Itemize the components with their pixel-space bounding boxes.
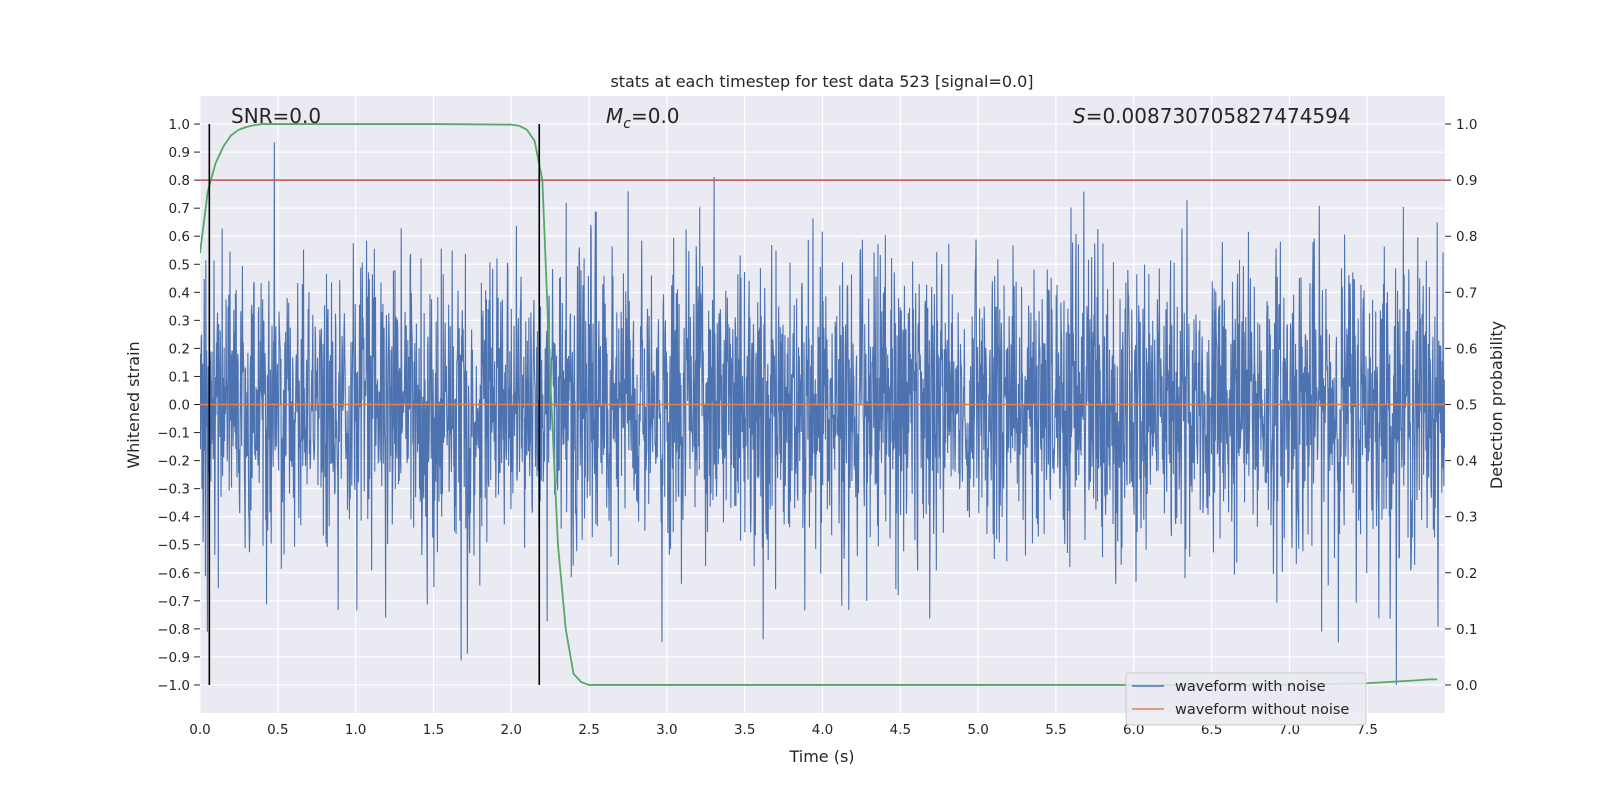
x-tick-label: 6.0	[1123, 722, 1144, 738]
y-tick-label: 0.2	[169, 341, 190, 357]
x-tick-label: 1.0	[345, 722, 366, 738]
y2-tick-label: 1.0	[1456, 117, 1477, 133]
y-tick-label: 1.0	[169, 117, 190, 133]
y-tick-label: −0.4	[157, 510, 190, 526]
x-axis-ticks: 0.0 0.5 1.0 1.5 2.0 2.5 3.0 3.5 4.0 4.5 5.0 5.5 6.0 6…	[189, 722, 1378, 738]
y-tick-label: 0.4	[169, 285, 190, 301]
chirp-mass-value: =0.0	[631, 104, 680, 128]
y2-tick-label: 0.5	[1456, 398, 1477, 414]
y2-tick-label: 0.9	[1456, 173, 1477, 189]
x-tick-label: 3.0	[656, 722, 677, 738]
chirp-mass-symbol: M	[606, 104, 623, 128]
y2-axis-label: Detection probability	[1487, 321, 1506, 489]
y-tick-label: −0.1	[157, 426, 190, 442]
x-tick-label: 0.5	[267, 722, 288, 738]
y2-tick-label: 0.8	[1456, 229, 1477, 245]
y-tick-label: −0.3	[157, 482, 190, 498]
s-annotation: S=0.008730705827474594	[1073, 104, 1351, 128]
y-tick-label: −0.2	[157, 454, 190, 470]
y-tick-label: 0.3	[169, 313, 190, 329]
x-tick-label: 7.5	[1356, 722, 1377, 738]
chirp-mass-subscript: c	[623, 116, 631, 132]
legend-box	[1125, 672, 1367, 726]
x-tick-label: 2.0	[501, 722, 522, 738]
series-waveform-with-noise	[200, 142, 1445, 685]
x-tick-label: 3.5	[734, 722, 755, 738]
y-tick-label: 0.9	[169, 145, 190, 161]
y-axis-ticks: 1.0 0.9 0.8 0.7 0.6 0.5 0.4 0.3 0.2 0.1 0.0 −0.1 −0.…	[157, 117, 200, 694]
x-tick-label: 7.0	[1279, 722, 1300, 738]
y2-tick-label: 0.2	[1456, 566, 1477, 582]
legend: waveform with noise waveform without noi…	[1125, 672, 1367, 726]
s-value: =0.008730705827474594	[1086, 104, 1351, 128]
y-tick-label: 0.8	[169, 173, 190, 189]
x-tick-label: 4.5	[890, 722, 911, 738]
y2-tick-label: 0.3	[1456, 510, 1477, 526]
y2-tick-label: 0.4	[1456, 454, 1477, 470]
y-tick-label: 0.5	[169, 257, 190, 273]
y-tick-label: −1.0	[157, 678, 190, 694]
legend-label-clean: waveform without noise	[1175, 702, 1349, 718]
y-tick-label: 0.6	[169, 229, 190, 245]
y-tick-label: 0.7	[169, 201, 190, 217]
y-axis-label: Whitened strain	[124, 341, 143, 468]
y-tick-label: −0.5	[157, 538, 190, 554]
x-tick-label: 4.0	[812, 722, 833, 738]
y-tick-label: −0.9	[157, 650, 190, 666]
x-tick-label: 2.5	[578, 722, 599, 738]
data-layer	[200, 123, 1445, 686]
x-tick-label: 5.5	[1045, 722, 1066, 738]
y-tick-label: 0.1	[169, 369, 190, 385]
y-tick-label: −0.8	[157, 622, 190, 638]
x-axis-label: Time (s)	[788, 747, 854, 766]
y2-tick-label: 0.1	[1456, 622, 1477, 638]
y-tick-label: −0.6	[157, 566, 190, 582]
y2-tick-label: 0.7	[1456, 285, 1477, 301]
x-tick-label: 1.5	[423, 722, 444, 738]
y2-tick-label: 0.6	[1456, 341, 1477, 357]
y2-axis-ticks: 1.0 0.9 0.8 0.7 0.6 0.5 0.4 0.3 0.2 0.1 0.0	[1445, 117, 1477, 694]
s-symbol: S	[1073, 104, 1086, 128]
x-tick-label: 0.0	[189, 722, 210, 738]
snr-annotation: SNR=0.0	[231, 104, 321, 128]
chirp-mass-annotation: Mc=0.0	[606, 104, 680, 132]
chart-title: stats at each timestep for test data 523…	[610, 72, 1033, 91]
x-tick-label: 6.5	[1201, 722, 1222, 738]
y-tick-label: −0.7	[157, 594, 190, 610]
legend-label-noise: waveform with noise	[1175, 679, 1326, 695]
x-tick-label: 5.0	[967, 722, 988, 738]
y2-tick-label: 0.0	[1456, 678, 1477, 694]
y-tick-label: 0.0	[169, 398, 190, 414]
